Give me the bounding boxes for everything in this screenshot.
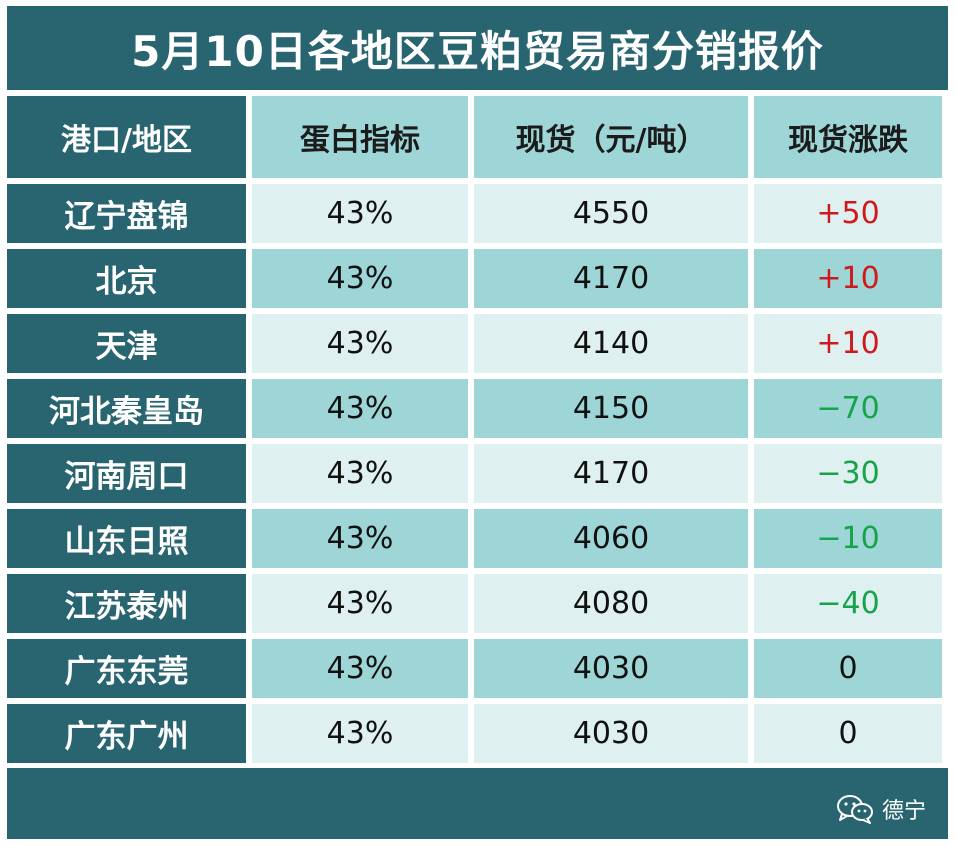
header-protein: 蛋白指标 <box>252 96 468 178</box>
region-cell: 北京 <box>7 249 246 308</box>
region-cell: 广东东莞 <box>7 639 246 698</box>
protein-cell: 43% <box>252 249 468 308</box>
region-cell: 江苏泰州 <box>7 574 246 633</box>
price-cell: 4550 <box>474 184 748 243</box>
change-cell: −40 <box>754 574 942 633</box>
header-region: 港口/地区 <box>7 96 246 178</box>
brand-name: 德宁 <box>881 799 926 824</box>
protein-cell: 43% <box>252 444 468 503</box>
change-cell: +50 <box>754 184 942 243</box>
table-row: 天津 43% 4140 +10 <box>7 314 948 373</box>
region-cell: 河北秦皇岛 <box>7 379 246 438</box>
change-cell: −10 <box>754 509 942 568</box>
change-cell: −30 <box>754 444 942 503</box>
table-row: 广东广州 43% 4030 0 <box>7 704 948 763</box>
table-row: 江苏泰州 43% 4080 −40 <box>7 574 948 633</box>
title-bar: 5月10日各地区豆粕贸易商分销报价 <box>7 6 948 90</box>
change-cell: 0 <box>754 704 942 763</box>
price-cell: 4030 <box>474 704 748 763</box>
price-cell: 4060 <box>474 509 748 568</box>
price-cell: 4170 <box>474 444 748 503</box>
change-cell: +10 <box>754 314 942 373</box>
price-cell: 4140 <box>474 314 748 373</box>
table-row: 辽宁盘锦 43% 4550 +50 <box>7 184 948 243</box>
change-cell: 0 <box>754 639 942 698</box>
change-cell: −70 <box>754 379 942 438</box>
table-row: 北京 43% 4170 +10 <box>7 249 948 308</box>
table-header-row: 港口/地区 蛋白指标 现货（元/吨） 现货涨跌 <box>7 96 948 178</box>
protein-cell: 43% <box>252 509 468 568</box>
wechat-icon <box>836 795 873 824</box>
protein-cell: 43% <box>252 639 468 698</box>
region-cell: 天津 <box>7 314 246 373</box>
protein-cell: 43% <box>252 184 468 243</box>
price-table: 港口/地区 蛋白指标 现货（元/吨） 现货涨跌 辽宁盘锦 43% 4550 +5… <box>7 96 948 769</box>
protein-cell: 43% <box>252 574 468 633</box>
table-row: 山东日照 43% 4060 −10 <box>7 509 948 568</box>
table-row: 河北秦皇岛 43% 4150 −70 <box>7 379 948 438</box>
price-table-graphic: 5月10日各地区豆粕贸易商分销报价 港口/地区 蛋白指标 现货（元/吨） 现货涨… <box>7 6 948 839</box>
price-cell: 4030 <box>474 639 748 698</box>
page-title: 5月10日各地区豆粕贸易商分销报价 <box>131 26 824 76</box>
change-cell: +10 <box>754 249 942 308</box>
brand-watermark: 德宁 <box>836 793 926 825</box>
region-cell: 广东广州 <box>7 704 246 763</box>
price-cell: 4150 <box>474 379 748 438</box>
footer-bar: 德宁 <box>7 768 948 839</box>
table-row: 河南周口 43% 4170 −30 <box>7 444 948 503</box>
protein-cell: 43% <box>252 379 468 438</box>
protein-cell: 43% <box>252 704 468 763</box>
region-cell: 辽宁盘锦 <box>7 184 246 243</box>
region-cell: 河南周口 <box>7 444 246 503</box>
region-cell: 山东日照 <box>7 509 246 568</box>
price-cell: 4170 <box>474 249 748 308</box>
protein-cell: 43% <box>252 314 468 373</box>
price-cell: 4080 <box>474 574 748 633</box>
header-change: 现货涨跌 <box>754 96 942 178</box>
table-row: 广东东莞 43% 4030 0 <box>7 639 948 698</box>
header-price: 现货（元/吨） <box>474 96 748 178</box>
